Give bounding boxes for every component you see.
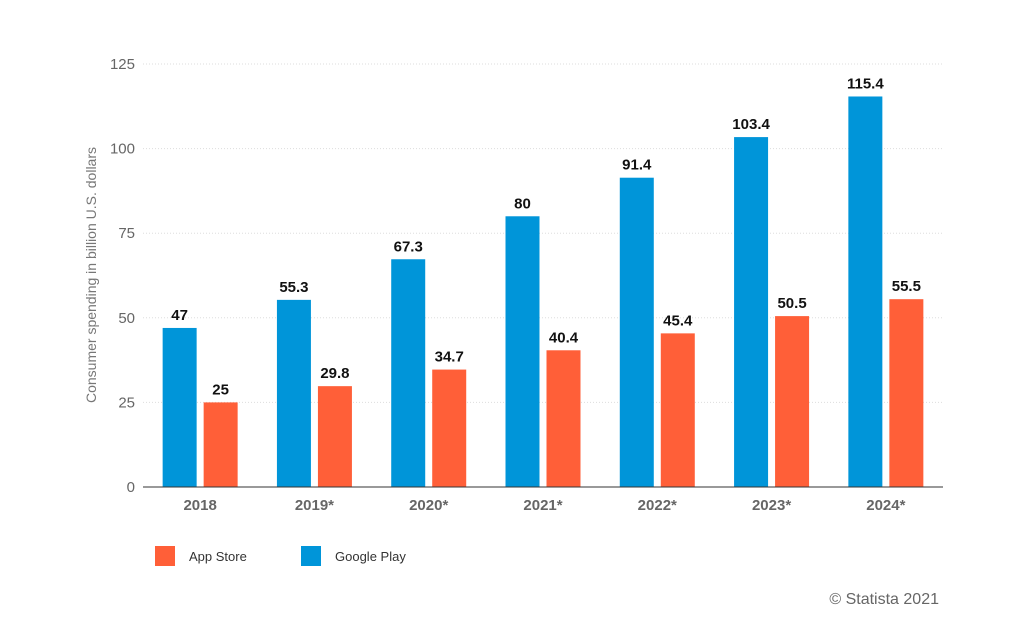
bar-app-store[interactable] [317, 386, 352, 487]
legend-label: Google Play [335, 549, 406, 564]
x-tick-label: 2024* [866, 497, 905, 514]
x-tick-label: 2020* [409, 497, 448, 514]
x-tick-label: 2022* [638, 497, 677, 514]
y-tick-label: 25 [118, 394, 135, 411]
data-label: 29.8 [320, 365, 349, 382]
bar-google-play[interactable] [391, 259, 426, 487]
bar-app-store[interactable] [546, 350, 581, 487]
data-label: 67.3 [394, 238, 423, 255]
data-label: 91.4 [622, 157, 652, 174]
bar-google-play[interactable] [505, 216, 540, 487]
bar-google-play[interactable] [848, 96, 883, 488]
bar-app-store[interactable] [432, 369, 467, 487]
x-axis-ticks: 2018 2019* 2020* 2021* 2022* 2023* 2024* [183, 497, 905, 514]
bar-google-play[interactable] [276, 299, 311, 487]
legend-swatch [301, 546, 321, 566]
bar-app-store[interactable] [889, 299, 924, 487]
y-axis-label: Consumer spending in billion U.S. dollar… [83, 147, 99, 403]
data-labels: 47 25 55.3 29.8 67.3 34.7 80 40.4 91.4 45.4 103.4 5… [171, 75, 921, 398]
y-tick-label: 0 [127, 479, 135, 496]
bar-google-play[interactable] [162, 327, 197, 487]
data-label: 47 [171, 307, 188, 324]
y-axis-ticks: 0 25 50 75 100 125 [110, 56, 135, 496]
bars [162, 96, 924, 488]
legend[interactable]: App Store Google Play [155, 546, 406, 566]
legend-label: App Store [189, 549, 247, 564]
data-label: 40.4 [549, 329, 579, 346]
x-tick-label: 2023* [752, 497, 791, 514]
data-label: 55.3 [279, 279, 308, 296]
bar-app-store[interactable] [660, 333, 695, 487]
x-tick-label: 2021* [523, 497, 562, 514]
data-label: 25 [212, 381, 229, 398]
bar-app-store[interactable] [775, 316, 810, 487]
data-label: 50.5 [777, 295, 806, 312]
credit-text: © Statista 2021 [829, 591, 939, 608]
data-label: 80 [514, 195, 531, 212]
x-tick-label: 2018 [183, 497, 216, 514]
y-tick-label: 125 [110, 56, 135, 73]
data-label: 34.7 [435, 349, 464, 366]
legend-item-app-store[interactable]: App Store [155, 546, 247, 566]
data-label: 115.4 [847, 75, 884, 92]
bar-app-store[interactable] [203, 402, 238, 487]
legend-item-google-play[interactable]: Google Play [301, 546, 406, 566]
y-tick-label: 100 [110, 141, 135, 158]
bar-google-play[interactable] [619, 177, 654, 487]
data-label: 103.4 [732, 116, 770, 133]
y-tick-label: 50 [118, 310, 135, 327]
bar-google-play[interactable] [734, 137, 769, 487]
legend-swatch [155, 546, 175, 566]
data-label: 55.5 [892, 278, 921, 295]
gridlines [143, 63, 943, 403]
y-tick-label: 75 [118, 225, 135, 242]
data-label: 45.4 [663, 312, 693, 329]
x-tick-label: 2019* [295, 497, 334, 514]
